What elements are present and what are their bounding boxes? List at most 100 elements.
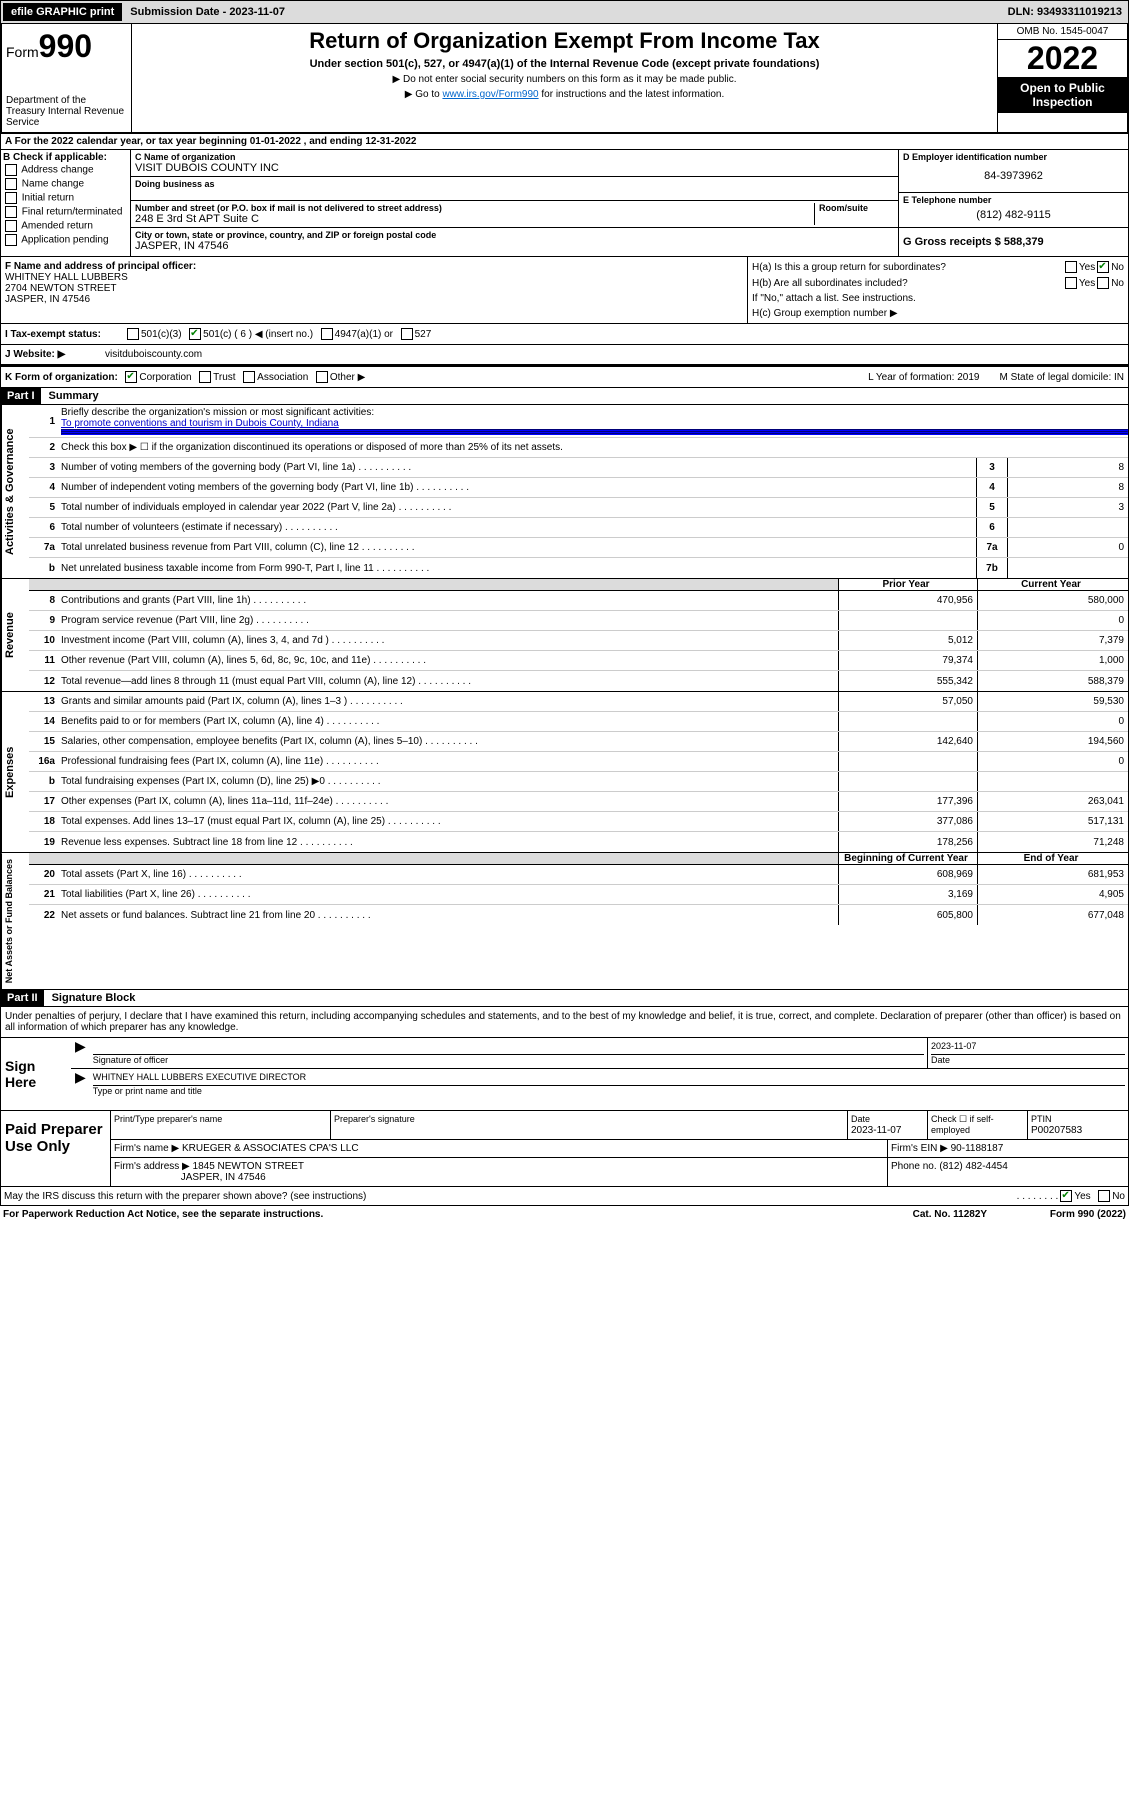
firm-phone-label: Phone no. bbox=[891, 1161, 937, 1172]
form-header: Form990 Department of the Treasury Inter… bbox=[0, 24, 1129, 134]
cb-assoc[interactable] bbox=[243, 371, 255, 383]
cb-corp[interactable] bbox=[125, 371, 137, 383]
line-3: 3 Number of voting members of the govern… bbox=[29, 458, 1128, 478]
ha-row: H(a) Is this a group return for subordin… bbox=[752, 259, 1124, 275]
prep-name-label: Print/Type preparer's name bbox=[114, 1114, 222, 1124]
cb-amended[interactable]: Amended return bbox=[3, 219, 128, 233]
note-ssn: ▶ Do not enter social security numbers o… bbox=[136, 74, 993, 85]
prep-sig-label: Preparer's signature bbox=[334, 1114, 415, 1124]
col-h-group: H(a) Is this a group return for subordin… bbox=[748, 257, 1128, 323]
efile-print-button[interactable]: efile GRAPHIC print bbox=[3, 3, 122, 21]
ein-label: D Employer identification number bbox=[903, 152, 1124, 162]
rev-label: Revenue bbox=[1, 579, 29, 691]
cb-pending[interactable]: Application pending bbox=[3, 233, 128, 247]
summary-governance: Activities & Governance 1 Briefly descri… bbox=[0, 405, 1129, 579]
prep-self-label: Check ☐ if self-employed bbox=[931, 1114, 994, 1135]
header-left: Form990 Department of the Treasury Inter… bbox=[2, 24, 132, 132]
firm-addr-label: Firm's address ▶ bbox=[114, 1161, 190, 1172]
section-fh: F Name and address of principal officer:… bbox=[0, 257, 1129, 324]
cb-label-0: Address change bbox=[21, 165, 93, 176]
address-box: Number and street (or P.O. box if mail i… bbox=[131, 201, 898, 228]
sign-here-block: Sign Here ▶ Signature of officer 2023-11… bbox=[0, 1038, 1129, 1111]
cb-label-4: Amended return bbox=[21, 221, 93, 232]
line-19: 19 Revenue less expenses. Subtract line … bbox=[29, 832, 1128, 852]
row-i-label: I Tax-exempt status: bbox=[5, 329, 125, 340]
row-a-text: A For the 2022 calendar year, or tax yea… bbox=[5, 136, 416, 147]
gross-box: G Gross receipts $ 588,379 bbox=[899, 228, 1128, 256]
line-18: 18 Total expenses. Add lines 13–17 (must… bbox=[29, 812, 1128, 832]
line-2-text: Check this box ▶ ☐ if the organization d… bbox=[61, 440, 1128, 455]
line-6: 6 Total number of volunteers (estimate i… bbox=[29, 518, 1128, 538]
opt-assoc: Association bbox=[257, 372, 308, 383]
col-b-label: B Check if applicable: bbox=[3, 152, 107, 163]
cb-initial-return[interactable]: Initial return bbox=[3, 191, 128, 205]
firm-name-value: KRUEGER & ASSOCIATES CPA'S LLC bbox=[182, 1143, 359, 1154]
ein-box: D Employer identification number 84-3973… bbox=[899, 150, 1128, 193]
cb-label-1: Name change bbox=[22, 179, 84, 190]
exp-label: Expenses bbox=[1, 692, 29, 852]
hb-note-row: If "No," attach a list. See instructions… bbox=[752, 291, 1124, 306]
net-prior-hdr: Beginning of Current Year bbox=[838, 853, 978, 864]
line-15: 15 Salaries, other compensation, employe… bbox=[29, 732, 1128, 752]
cb-527[interactable] bbox=[401, 328, 413, 340]
note2-pre: ▶ Go to bbox=[405, 89, 443, 100]
state-domicile: M State of legal domicile: IN bbox=[1000, 372, 1125, 383]
line-5: 5 Total number of individuals employed i… bbox=[29, 498, 1128, 518]
dba-box: Doing business as bbox=[131, 177, 898, 201]
phone-box: E Telephone number (812) 482-9115 bbox=[899, 193, 1128, 228]
ha-yes-checkbox[interactable] bbox=[1065, 261, 1077, 273]
col-b-checkboxes: B Check if applicable: Address change Na… bbox=[1, 150, 131, 256]
website-value: visitduboiscounty.com bbox=[105, 349, 202, 360]
ptin-value: P00207583 bbox=[1031, 1125, 1082, 1136]
line-17: 17 Other expenses (Part IX, column (A), … bbox=[29, 792, 1128, 812]
hb-no-checkbox[interactable] bbox=[1097, 277, 1109, 289]
discuss-no-checkbox[interactable] bbox=[1098, 1190, 1110, 1202]
officer-addr1: 2704 NEWTON STREET bbox=[5, 283, 117, 294]
ein-value: 84-3973962 bbox=[903, 162, 1124, 190]
hb-yes-checkbox[interactable] bbox=[1065, 277, 1077, 289]
footer-discuss: May the IRS discuss this return with the… bbox=[0, 1187, 1129, 1206]
cb-trust[interactable] bbox=[199, 371, 211, 383]
room-label: Room/suite bbox=[819, 203, 894, 213]
prep-date-value: 2023-11-07 bbox=[851, 1125, 901, 1136]
cb-final-return[interactable]: Final return/terminated bbox=[3, 205, 128, 219]
firm-ein-label: Firm's EIN ▶ bbox=[891, 1143, 948, 1154]
tax-year: 2022 bbox=[998, 40, 1127, 77]
form-footer: Form 990 (2022) bbox=[1050, 1209, 1126, 1220]
form-number: 990 bbox=[39, 28, 92, 64]
line-2: 2 Check this box ▶ ☐ if the organization… bbox=[29, 438, 1128, 458]
org-name-value: VISIT DUBOIS COUNTY INC bbox=[135, 162, 894, 174]
cb-address-change[interactable]: Address change bbox=[3, 163, 128, 177]
line-12: 12 Total revenue—add lines 8 through 11 … bbox=[29, 671, 1128, 691]
row-k-label: K Form of organization: bbox=[5, 372, 118, 383]
header-mid: Return of Organization Exempt From Incom… bbox=[132, 24, 997, 132]
net-cur-hdr: End of Year bbox=[978, 853, 1128, 864]
opt-corp: Corporation bbox=[139, 372, 191, 383]
discuss-yes-checkbox[interactable] bbox=[1060, 1190, 1072, 1202]
cb-501c[interactable] bbox=[189, 328, 201, 340]
dept-label: Department of the Treasury Internal Reve… bbox=[6, 95, 127, 128]
line-7a: 7a Total unrelated business revenue from… bbox=[29, 538, 1128, 558]
phone-value: (812) 482-9115 bbox=[903, 205, 1124, 225]
opt-501c: 501(c) ( 6 ) ◀ (insert no.) bbox=[203, 329, 313, 340]
org-name-box: C Name of organization VISIT DUBOIS COUN… bbox=[131, 150, 898, 177]
omb-number: OMB No. 1545-0047 bbox=[998, 24, 1127, 40]
rev-header: Prior Year Current Year bbox=[29, 579, 1128, 591]
cb-501c3[interactable] bbox=[127, 328, 139, 340]
paid-preparer-block: Paid Preparer Use Only Print/Type prepar… bbox=[0, 1111, 1129, 1187]
footer-final: For Paperwork Reduction Act Notice, see … bbox=[0, 1206, 1129, 1223]
cb-name-change[interactable]: Name change bbox=[3, 177, 128, 191]
part2-bar: Part II Signature Block bbox=[0, 990, 1129, 1007]
form-subtitle: Under section 501(c), 527, or 4947(a)(1)… bbox=[136, 58, 993, 70]
cb-4947[interactable] bbox=[321, 328, 333, 340]
city-box: City or town, state or province, country… bbox=[131, 228, 898, 254]
line-4: 4 Number of independent voting members o… bbox=[29, 478, 1128, 498]
opt-527: 527 bbox=[415, 329, 432, 340]
ha-no-checkbox[interactable] bbox=[1097, 261, 1109, 273]
opt-4947: 4947(a)(1) or bbox=[335, 329, 393, 340]
opt-trust: Trust bbox=[213, 372, 235, 383]
cb-other[interactable] bbox=[316, 371, 328, 383]
summary-expenses: Expenses 13 Grants and similar amounts p… bbox=[0, 692, 1129, 853]
line-b: b Total fundraising expenses (Part IX, c… bbox=[29, 772, 1128, 792]
irs-link[interactable]: www.irs.gov/Form990 bbox=[442, 89, 538, 100]
